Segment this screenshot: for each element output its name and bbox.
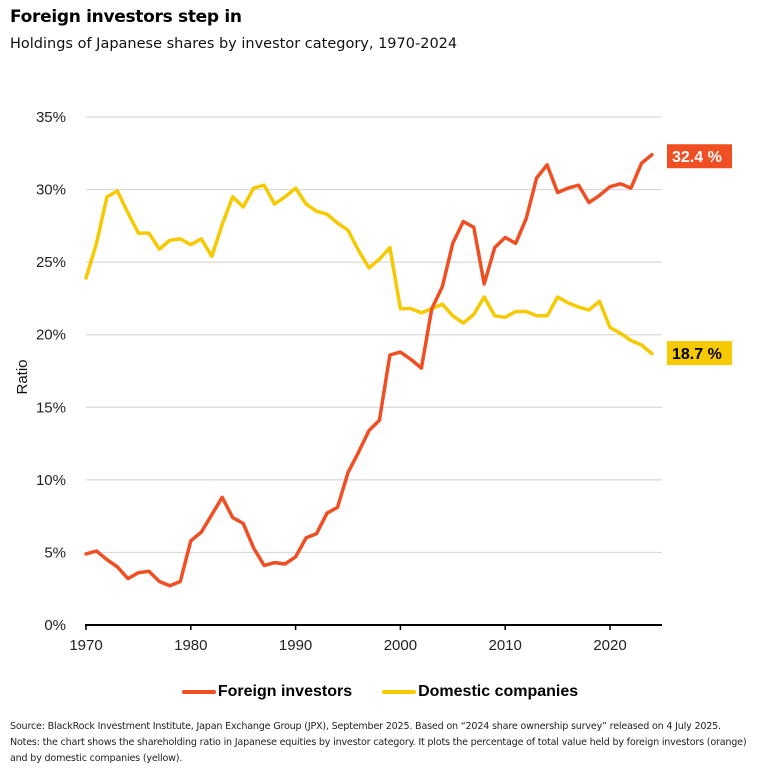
chart-subtitle: Holdings of Japanese shares by investor …	[10, 36, 458, 52]
legend-item-foreign: Foreign investors	[181, 683, 353, 701]
y-tick-label: 0%	[44, 617, 66, 634]
end-labels: 32.4 % 18.7 %	[667, 144, 732, 366]
y-tick-labels: 0% 5% 10% 15% 20% 25% 30% 35%	[36, 109, 66, 634]
source-note: Source: BlackRock Investment Institute, …	[10, 721, 747, 764]
y-tick-label: 15%	[36, 399, 66, 416]
y-tick-label: 10%	[36, 472, 66, 489]
x-tick-label: 1980	[174, 637, 207, 654]
y-axis-label: Ratio	[14, 359, 31, 394]
x-tick-label: 2000	[384, 637, 417, 654]
y-tick-label: 20%	[36, 327, 66, 344]
series-lines	[84, 152, 654, 588]
gridlines	[86, 116, 662, 554]
y-tick-label: 35%	[36, 109, 66, 126]
chart-title: Foreign investors step in	[10, 7, 242, 27]
x-tick-label: 2010	[489, 637, 522, 654]
legend-swatch-domestic	[382, 690, 417, 694]
domestic-end-label-bg	[667, 341, 732, 366]
x-tick-label: 1990	[279, 637, 312, 654]
y-tick-label: 30%	[36, 182, 66, 199]
y-tick-label: 25%	[36, 254, 66, 271]
legend-swatch-foreign	[181, 690, 216, 694]
legend-label-foreign: Foreign investors	[217, 683, 353, 700]
legend-label-domestic: Domestic companies	[418, 683, 579, 700]
y-tick-label: 5%	[44, 544, 66, 561]
series-line-foreign-investors	[84, 152, 654, 588]
x-tick-label: 1970	[69, 637, 102, 654]
line-chart: 0% 5% 10% 15% 20% 25% 30% 35% 1970 1980 1990 2000 2…	[14, 109, 732, 654]
x-axis	[85, 624, 662, 630]
legend-item-domestic: Domestic companies	[382, 683, 578, 701]
domestic-end-label: 18.7 %	[672, 346, 722, 363]
foreign-end-label: 32.4 %	[672, 149, 722, 166]
foreign-end-label-bg	[667, 144, 732, 169]
legend: Foreign investors Domestic companies	[0, 683, 760, 701]
series-line-domestic-companies	[84, 183, 654, 356]
x-tick-label: 2020	[593, 637, 626, 654]
x-tick-labels: 1970 1980 1990 2000 2010 2020	[69, 637, 626, 654]
